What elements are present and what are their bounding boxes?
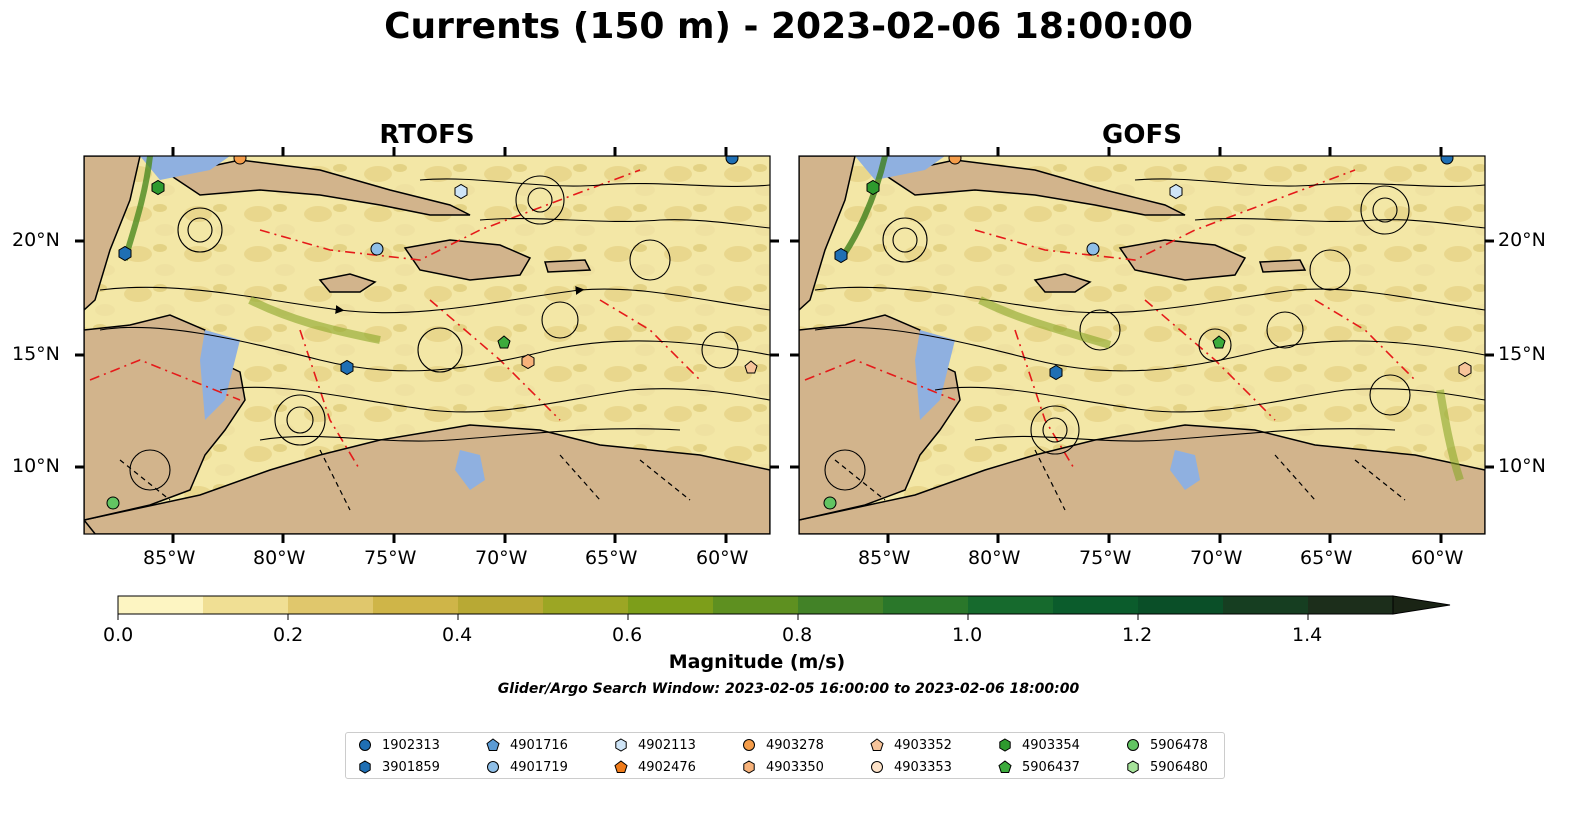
legend-item: 4901716: [486, 736, 568, 754]
pentagon-marker-icon: [998, 760, 1012, 773]
legend-item-label: 4903354: [1022, 737, 1080, 753]
colorbar-segment: [1053, 596, 1139, 614]
circle-marker-icon: [871, 761, 883, 773]
circle-marker-icon: [359, 739, 371, 751]
legend-item-label: 4901719: [510, 759, 568, 775]
legend-item-label: 5906480: [1150, 759, 1208, 775]
circle-marker-icon: [1127, 739, 1139, 751]
panel-title-rtofs: RTOFS: [379, 120, 475, 150]
hexagon-marker-icon: [359, 760, 371, 774]
legend-item-label: 4902476: [638, 759, 696, 775]
rtofs-map: [84, 156, 770, 534]
colorbar-segment: [713, 596, 799, 614]
lon-tick-label: 70°W: [475, 547, 528, 569]
lon-tick-label: 85°W: [858, 547, 911, 569]
legend-item-label: 4903353: [894, 759, 952, 775]
colorbar-segment: [1308, 596, 1394, 614]
lon-tick-label: 75°W: [364, 547, 417, 569]
hexagon-marker-icon: [615, 738, 627, 752]
lat-tick-label: 20°N: [1498, 229, 1546, 251]
legend-item: 4903350: [742, 758, 824, 776]
lat-tick-label: 15°N: [12, 343, 60, 365]
colorbar-tick-label: 1.2: [1122, 624, 1153, 646]
legend-item: 5906437: [998, 758, 1080, 776]
pentagon-marker-icon: [614, 760, 628, 773]
pentagon-marker-icon: [870, 738, 884, 751]
colorbar-tick-label: 1.0: [952, 624, 983, 646]
legend-item-label: 4903278: [766, 737, 824, 753]
legend-item-label: 4902113: [638, 737, 696, 753]
colorbar-segment: [288, 596, 374, 614]
legend-item: 4903353: [870, 758, 952, 776]
colorbar-segment: [883, 596, 969, 614]
colorbar-segment: [118, 596, 204, 614]
legend-item: 5906480: [1126, 758, 1208, 776]
figure-title: Currents (150 m) - 2023-02-06 18:00:00: [384, 6, 1193, 47]
hexagon-marker-icon: [743, 760, 755, 774]
lon-tick-label: 80°W: [968, 547, 1021, 569]
lat-tick-label: 20°N: [12, 229, 60, 251]
legend-item: 4902476: [614, 758, 696, 776]
float-legend: 1902313 3901859 4901716 4901719 4902113 49024…: [345, 732, 1225, 779]
colorbar-tick-label: 0.4: [442, 624, 473, 646]
legend-item-label: 5906437: [1022, 759, 1080, 775]
search-window-note: Glider/Argo Search Window: 2023-02-05 16…: [497, 681, 1080, 697]
lat-tick-label: 10°N: [12, 455, 60, 477]
legend-item-label: 5906478: [1150, 737, 1208, 753]
colorbar-segment: [543, 596, 629, 614]
colorbar-tick-label: 0.0: [103, 624, 134, 646]
colorbar: [117, 595, 1451, 620]
legend-item: 3901859: [358, 758, 440, 776]
legend-item: 4903352: [870, 736, 952, 754]
panel-title-gofs: GOFS: [1102, 120, 1182, 150]
gofs-map: [799, 156, 1485, 534]
colorbar-segment: [203, 596, 289, 614]
hexagon-marker-icon: [999, 738, 1011, 752]
lat-tick-label: 15°N: [1498, 343, 1546, 365]
lon-tick-label: 65°W: [1300, 547, 1353, 569]
colorbar-tick-label: 0.6: [612, 624, 643, 646]
legend-item: 1902313: [358, 736, 440, 754]
legend-item-label: 4901716: [510, 737, 568, 753]
hexagon-marker-icon: [1127, 760, 1139, 774]
legend-item: 4901719: [486, 758, 568, 776]
lon-tick-label: 75°W: [1079, 547, 1132, 569]
legend-item: 4903278: [742, 736, 824, 754]
colorbar-tick-label: 1.4: [1292, 624, 1323, 646]
lat-tick-label: 10°N: [1498, 455, 1546, 477]
colorbar-segment: [798, 596, 884, 614]
circle-marker-icon: [487, 761, 499, 773]
legend-item: 4903354: [998, 736, 1080, 754]
colorbar-segment: [458, 596, 544, 614]
legend-item-label: 4903350: [766, 759, 824, 775]
lon-tick-label: 70°W: [1190, 547, 1243, 569]
pentagon-marker-icon: [486, 738, 500, 751]
circle-marker-icon: [743, 739, 755, 751]
legend-item-label: 4903352: [894, 737, 952, 753]
legend-item-label: 1902313: [382, 737, 440, 753]
lon-tick-label: 60°W: [696, 547, 749, 569]
colorbar-segment: [373, 596, 459, 614]
lon-tick-label: 65°W: [585, 547, 638, 569]
colorbar-tick-label: 0.8: [782, 624, 813, 646]
lon-tick-label: 80°W: [253, 547, 306, 569]
colorbar-tick-label: 0.2: [273, 624, 304, 646]
lon-tick-label: 85°W: [143, 547, 196, 569]
colorbar-label: Magnitude (m/s): [668, 651, 846, 673]
lon-tick-label: 60°W: [1411, 547, 1464, 569]
legend-item: 4902113: [614, 736, 696, 754]
legend-item-label: 3901859: [382, 759, 440, 775]
colorbar-segment: [968, 596, 1054, 614]
colorbar-segment: [1223, 596, 1309, 614]
colorbar-segment: [1138, 596, 1224, 614]
legend-item: 5906478: [1126, 736, 1208, 754]
colorbar-segment: [628, 596, 714, 614]
